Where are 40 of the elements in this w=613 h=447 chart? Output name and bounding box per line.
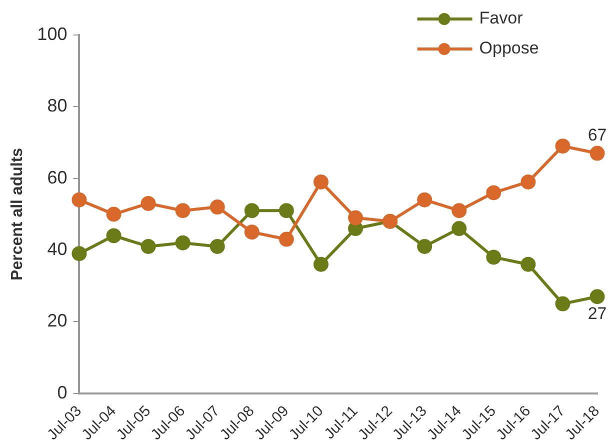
point	[210, 200, 225, 215]
point	[313, 256, 328, 272]
point	[140, 238, 156, 254]
point	[452, 203, 467, 218]
point	[452, 221, 467, 236]
point	[520, 174, 536, 190]
legend-label: Favor	[479, 8, 524, 28]
point	[486, 250, 502, 265]
point	[313, 174, 328, 190]
y-tick-label: 60	[47, 167, 68, 188]
point	[555, 138, 570, 154]
y-tick-label: 100	[37, 24, 68, 44]
point	[590, 289, 605, 304]
point	[210, 238, 225, 254]
point	[348, 210, 364, 226]
point	[278, 232, 294, 247]
point	[244, 224, 260, 240]
y-axis-title: Percent all adults	[9, 148, 26, 280]
y-tick-label: 20	[47, 310, 68, 331]
point	[244, 203, 260, 218]
point	[555, 296, 570, 312]
point	[590, 146, 605, 161]
point	[175, 203, 190, 218]
legend-label: Oppose	[479, 38, 539, 58]
y-tick-label: 0	[57, 382, 68, 402]
point	[278, 203, 294, 218]
data-label: 67	[588, 125, 607, 144]
point	[106, 206, 122, 222]
point	[417, 238, 432, 254]
point	[72, 192, 87, 208]
point	[140, 196, 156, 211]
data-label: 27	[588, 304, 607, 323]
y-tick-label: 40	[47, 239, 68, 259]
point	[175, 235, 190, 250]
point	[417, 192, 432, 208]
point	[486, 185, 502, 200]
point	[72, 246, 87, 262]
y-tick-label: 80	[47, 96, 68, 116]
point	[106, 228, 122, 244]
point	[520, 256, 536, 272]
